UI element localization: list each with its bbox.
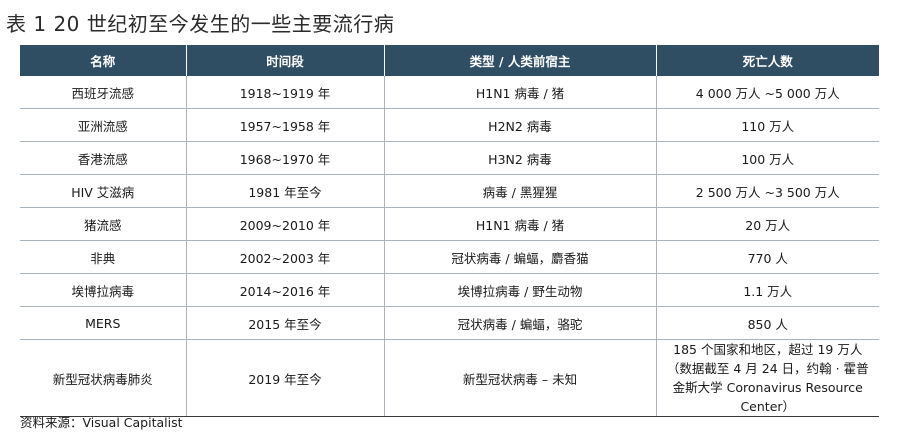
cell-type-host: 冠状病毒 / 蝙蝠，骆驼: [383, 306, 656, 340]
cell-deaths: 1.1 万人: [655, 273, 879, 307]
cell-period: 2015 年至今: [185, 306, 384, 340]
cell-type-host: H1N1 病毒 / 猪: [383, 76, 656, 109]
table-row: 猪流感 2009~2010 年 H1N1 病毒 / 猪 20 万人: [20, 207, 879, 241]
cell-name: 新型冠状病毒肺炎: [20, 339, 186, 417]
cell-deaths: 185 个国家和地区，超过 19 万人（数据截至 4 月 24 日，约翰 · 霍…: [655, 339, 879, 417]
table-body: 西班牙流感 1918~1919 年 H1N1 病毒 / 猪 4 000 万人 ~…: [20, 76, 879, 417]
cell-deaths: 20 万人: [655, 207, 879, 241]
table-row: 亚洲流感 1957~1958 年 H2N2 病毒 110 万人: [20, 108, 879, 142]
cell-name: MERS: [20, 306, 186, 340]
cell-type-host: 新型冠状病毒 – 未知: [383, 339, 656, 417]
cell-period: 1968~1970 年: [185, 141, 384, 175]
table-row: 西班牙流感 1918~1919 年 H1N1 病毒 / 猪 4 000 万人 ~…: [20, 76, 879, 109]
table-title: 表 1 20 世纪初至今发生的一些主要流行病: [6, 12, 395, 36]
cell-name: HIV 艾滋病: [20, 174, 186, 208]
cell-type-host: H1N1 病毒 / 猪: [383, 207, 656, 241]
cell-period: 1981 年至今: [185, 174, 384, 208]
cell-type-host: H2N2 病毒: [383, 108, 656, 142]
cell-type-host: 冠状病毒 / 蝙蝠，麝香猫: [383, 240, 656, 274]
table-row: 埃博拉病毒 2014~2016 年 埃博拉病毒 / 野生动物 1.1 万人: [20, 273, 879, 307]
cell-name: 亚洲流感: [20, 108, 186, 142]
header-deaths: 死亡人数: [655, 45, 879, 76]
table-row: HIV 艾滋病 1981 年至今 病毒 / 黑猩猩 2 500 万人 ~3 50…: [20, 174, 879, 208]
cell-name: 西班牙流感: [20, 76, 186, 109]
cell-deaths: 770 人: [655, 240, 879, 274]
cell-deaths: 2 500 万人 ~3 500 万人: [655, 174, 879, 208]
cell-period: 2002~2003 年: [185, 240, 384, 274]
cell-name: 香港流感: [20, 141, 186, 175]
cell-deaths: 100 万人: [655, 141, 879, 175]
cell-period: 2009~2010 年: [185, 207, 384, 241]
table-row: 新型冠状病毒肺炎 2019 年至今 新型冠状病毒 – 未知 185 个国家和地区…: [20, 339, 879, 417]
header-name: 名称: [20, 45, 187, 76]
table-row: 香港流感 1968~1970 年 H3N2 病毒 100 万人: [20, 141, 879, 175]
cell-period: 2019 年至今: [185, 339, 384, 417]
cell-name: 非典: [20, 240, 186, 274]
cell-name: 埃博拉病毒: [20, 273, 186, 307]
header-type-host: 类型 / 人类前宿主: [383, 45, 657, 76]
table-row: MERS 2015 年至今 冠状病毒 / 蝙蝠，骆驼 850 人: [20, 306, 879, 340]
header-row: 名称 时间段 类型 / 人类前宿主 死亡人数: [20, 45, 879, 76]
cell-type-host: 病毒 / 黑猩猩: [383, 174, 656, 208]
cell-deaths: 850 人: [655, 306, 879, 340]
pandemic-table: 名称 时间段 类型 / 人类前宿主 死亡人数 西班牙流感 1918~1919 年…: [20, 45, 879, 417]
header-period: 时间段: [185, 45, 385, 76]
cell-period: 2014~2016 年: [185, 273, 384, 307]
table-header: 名称 时间段 类型 / 人类前宿主 死亡人数: [20, 45, 879, 76]
cell-name: 猪流感: [20, 207, 186, 241]
source-note: 资料来源：Visual Capitalist: [20, 415, 183, 430]
table-row: 非典 2002~2003 年 冠状病毒 / 蝙蝠，麝香猫 770 人: [20, 240, 879, 274]
cell-period: 1918~1919 年: [185, 76, 384, 109]
cell-deaths: 4 000 万人 ~5 000 万人: [655, 76, 879, 109]
cell-period: 1957~1958 年: [185, 108, 384, 142]
cell-type-host: H3N2 病毒: [383, 141, 656, 175]
cell-deaths: 110 万人: [655, 108, 879, 142]
cell-type-host: 埃博拉病毒 / 野生动物: [383, 273, 656, 307]
